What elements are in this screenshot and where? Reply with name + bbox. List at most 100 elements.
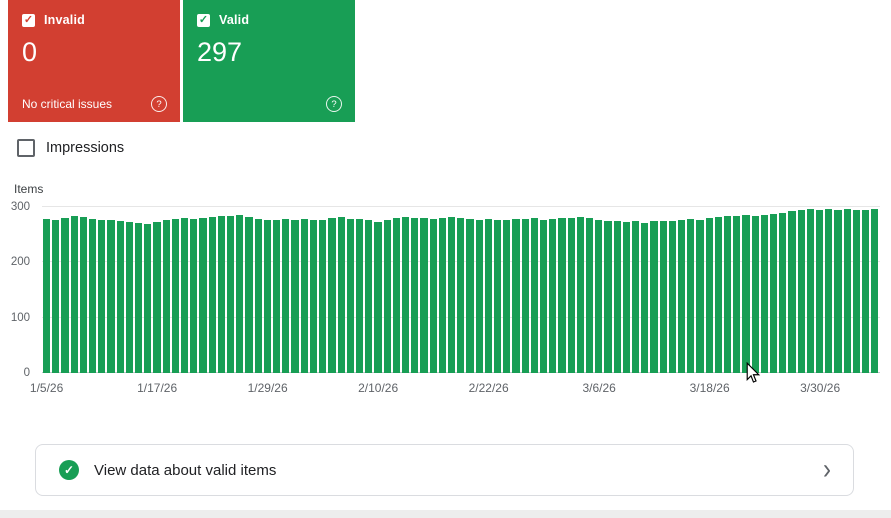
- valid-checkbox[interactable]: ✓: [197, 13, 210, 27]
- chart-bar[interactable]: [862, 210, 870, 373]
- chart-bar[interactable]: [383, 220, 391, 373]
- chart-bar[interactable]: [613, 221, 621, 373]
- help-icon[interactable]: ?: [151, 96, 167, 112]
- chart-bar[interactable]: [558, 218, 566, 373]
- chart-bar[interactable]: [162, 219, 170, 373]
- chart-bar[interactable]: [742, 215, 750, 373]
- chart-bar[interactable]: [98, 219, 106, 373]
- chart-bar[interactable]: [89, 218, 97, 373]
- chart-bar[interactable]: [714, 216, 723, 373]
- chart-bar[interactable]: [355, 219, 364, 373]
- chart-bar[interactable]: [153, 221, 161, 373]
- chart-bar[interactable]: [144, 223, 152, 373]
- chart-bar[interactable]: [420, 218, 428, 373]
- chart-bar[interactable]: [650, 221, 658, 373]
- chart-bar[interactable]: [668, 221, 677, 373]
- chart-bar[interactable]: [539, 219, 548, 373]
- chart-bar[interactable]: [678, 220, 686, 373]
- chart-bar[interactable]: [724, 216, 732, 373]
- chart-bar[interactable]: [770, 214, 778, 373]
- chart-bar[interactable]: [797, 209, 805, 373]
- chart-bar[interactable]: [760, 214, 769, 373]
- chart-bar[interactable]: [816, 209, 824, 373]
- chart-bar[interactable]: [190, 219, 198, 373]
- chart-bar[interactable]: [806, 209, 815, 373]
- chart-bar[interactable]: [788, 211, 796, 373]
- view-valid-items-row[interactable]: ✓ View data about valid items ›: [35, 444, 854, 496]
- chart-bar[interactable]: [705, 218, 713, 373]
- invalid-checkbox[interactable]: ✓: [22, 13, 35, 27]
- impressions-checkbox[interactable]: Impressions: [17, 139, 124, 157]
- chart-bar[interactable]: [346, 218, 354, 373]
- chart-bar[interactable]: [227, 215, 235, 373]
- chart-bar[interactable]: [273, 220, 281, 373]
- chart-bar[interactable]: [466, 219, 474, 373]
- chart-bar[interactable]: [291, 219, 299, 373]
- chart-bar[interactable]: [641, 222, 649, 373]
- chart-bar[interactable]: [411, 217, 419, 373]
- chart-bar[interactable]: [282, 219, 290, 373]
- chart-bar[interactable]: [61, 218, 69, 373]
- chart-bar[interactable]: [871, 208, 879, 373]
- chart-bar[interactable]: [181, 217, 189, 373]
- chart-bar[interactable]: [43, 219, 51, 373]
- chart-bar[interactable]: [484, 219, 492, 373]
- chart-bar[interactable]: [236, 215, 244, 373]
- chart-bar[interactable]: [328, 218, 336, 373]
- chart-bar[interactable]: [208, 216, 216, 373]
- chart-bar[interactable]: [595, 220, 603, 373]
- chart-bar[interactable]: [245, 216, 253, 373]
- chart-bar[interactable]: [337, 216, 345, 373]
- chart-bar[interactable]: [107, 220, 115, 373]
- chart-bar[interactable]: [549, 219, 557, 373]
- chart-bar[interactable]: [733, 215, 741, 373]
- chart-bar[interactable]: [825, 209, 833, 373]
- chart-bar[interactable]: [852, 209, 861, 373]
- chart-bar[interactable]: [199, 218, 207, 373]
- chart-bar[interactable]: [70, 215, 78, 373]
- chart-bar[interactable]: [834, 210, 842, 373]
- chart-bar[interactable]: [457, 218, 465, 373]
- chart-bar[interactable]: [576, 216, 584, 373]
- chart-bar[interactable]: [632, 221, 640, 373]
- valid-status-card[interactable]: ✓ Valid 297 ?: [183, 0, 355, 122]
- help-icon[interactable]: ?: [326, 96, 342, 112]
- chart-bar[interactable]: [135, 222, 143, 373]
- chart-bar[interactable]: [116, 221, 124, 373]
- chart-bar[interactable]: [392, 218, 400, 373]
- chart-bar[interactable]: [696, 219, 704, 373]
- chart-bar[interactable]: [659, 220, 667, 373]
- chart-bar[interactable]: [843, 209, 851, 373]
- invalid-status-card[interactable]: ✓ Invalid 0 No critical issues ?: [8, 0, 180, 122]
- chart-bar[interactable]: [429, 219, 437, 373]
- chart-bar[interactable]: [503, 220, 511, 373]
- chart-bar[interactable]: [622, 221, 630, 373]
- chart-bar[interactable]: [79, 216, 88, 373]
- chart-bar[interactable]: [447, 216, 456, 373]
- chart-bar[interactable]: [475, 220, 483, 373]
- chart-bar[interactable]: [751, 215, 759, 373]
- chart-bar[interactable]: [401, 216, 410, 373]
- chart-bar[interactable]: [779, 213, 787, 373]
- chart-bar[interactable]: [374, 221, 382, 373]
- chart-bar[interactable]: [493, 219, 502, 373]
- chart-bar[interactable]: [309, 220, 318, 373]
- chart-bar[interactable]: [604, 220, 612, 373]
- chart-bar[interactable]: [217, 216, 226, 373]
- impressions-checkbox-box[interactable]: [17, 139, 35, 157]
- chart-bar[interactable]: [125, 221, 134, 373]
- chart-bar[interactable]: [171, 218, 180, 373]
- chart-bar[interactable]: [52, 220, 60, 373]
- chart-bar[interactable]: [687, 219, 695, 373]
- chart-bar[interactable]: [530, 218, 538, 373]
- chart-bar[interactable]: [263, 219, 272, 373]
- chart-bar[interactable]: [254, 219, 262, 373]
- chart-bar[interactable]: [300, 218, 308, 373]
- chart-bar[interactable]: [512, 218, 520, 373]
- chart-bar[interactable]: [585, 218, 594, 373]
- chart-bar[interactable]: [319, 219, 327, 373]
- chart-bar[interactable]: [365, 219, 373, 373]
- chart-bar[interactable]: [438, 218, 446, 373]
- chart-bar[interactable]: [567, 217, 575, 373]
- chart-bar[interactable]: [521, 219, 529, 373]
